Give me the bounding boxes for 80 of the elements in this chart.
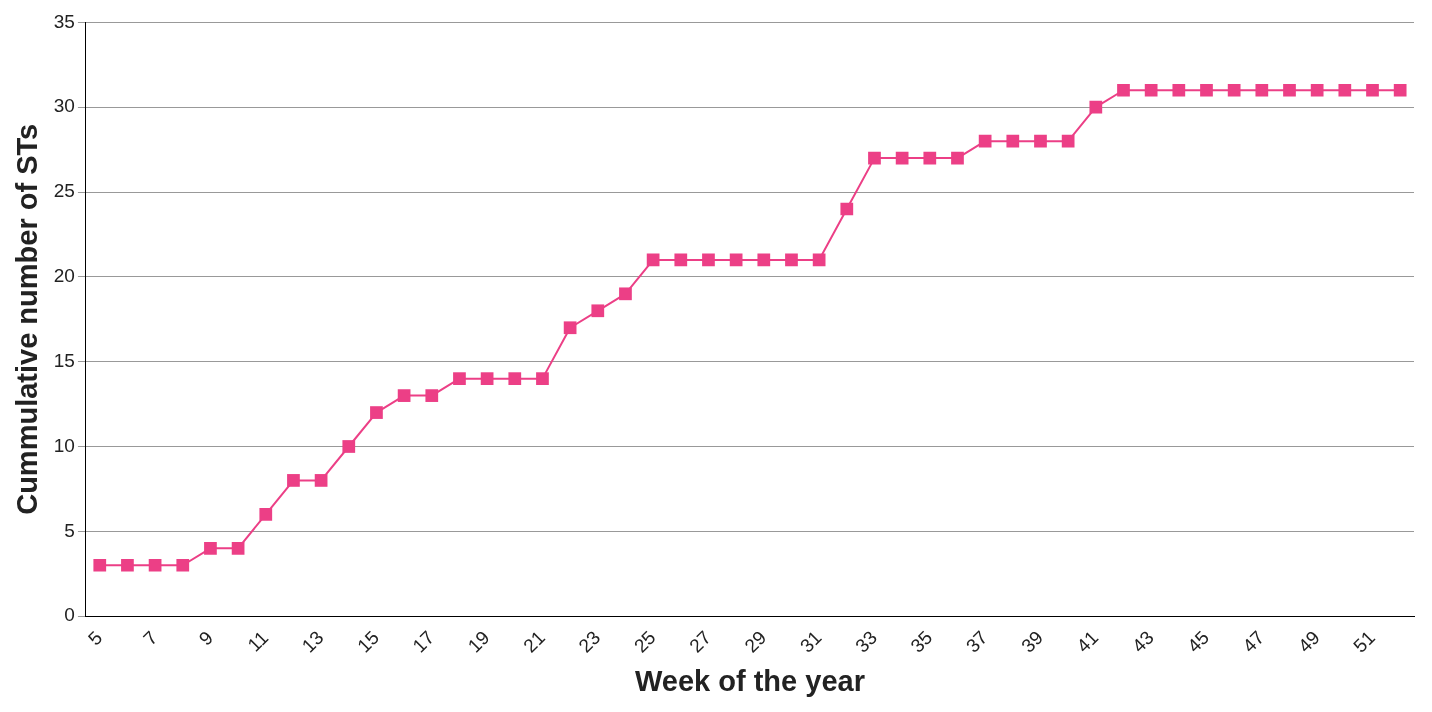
point [121,558,134,572]
point [674,253,688,267]
point [1255,83,1269,97]
x-tick-label: 27 [685,626,715,657]
point [397,389,411,402]
point [785,253,798,267]
point [287,474,300,487]
y-tick-label: 10 [53,434,75,456]
point [812,253,826,267]
y-tick-label: 30 [53,95,75,117]
point [1310,83,1324,97]
point [93,558,107,572]
x-tick-label: 49 [1293,626,1324,657]
x-tick-label: 5 [83,626,107,650]
x-tick-label: 39 [1017,626,1048,657]
point [1283,83,1296,97]
x-axis-title: Week of the year [634,664,865,697]
point [1034,134,1047,148]
x-tick-label: 29 [740,626,771,657]
x-tick-label: 47 [1238,626,1269,657]
point [1172,83,1186,97]
point [1200,83,1213,97]
point [314,474,328,487]
x-tick-label: 25 [629,626,660,657]
point [619,287,632,301]
point [536,372,549,385]
x-tick-label: 51 [1349,626,1380,657]
point [1393,83,1407,97]
y-tick-label: 20 [53,265,75,287]
point [508,372,522,385]
point [923,151,937,165]
point [370,406,383,419]
x-tick-label: 41 [1072,626,1103,657]
y-tick-label: 0 [64,604,75,626]
y-axis-title: Cummulative number of STs [11,123,44,515]
point [1006,134,1020,148]
point [840,202,854,216]
point [868,151,881,165]
y-tick-label: 5 [64,519,75,541]
x-tick-label: 9 [194,626,217,650]
x-tick-label: 31 [795,626,826,657]
point [425,389,439,402]
point [1117,83,1130,97]
point [895,151,909,165]
point [563,321,577,335]
point [342,440,356,453]
x-tick-label: 7 [139,626,162,650]
point [702,253,715,267]
point [453,372,466,385]
x-tick-label: 15 [353,626,383,657]
x-tick-label: 33 [851,626,881,657]
point [204,541,217,555]
x-tick-label: 23 [574,626,605,657]
point [1061,134,1075,148]
point [148,558,162,572]
point [1144,83,1158,97]
x-tick-label: 45 [1183,626,1214,657]
point [1089,100,1103,114]
point [176,558,190,572]
x-tick-label: 11 [243,626,273,656]
point [757,253,771,267]
x-tick-label: 35 [906,626,937,657]
point [1366,83,1379,97]
x-tick-label: 21 [519,626,549,657]
y-tick-label: 25 [53,180,75,202]
x-tick-label: 37 [961,626,992,657]
y-tick-label: 35 [53,10,75,32]
point [951,151,964,165]
point [231,541,245,555]
point [1338,83,1352,97]
x-tick-label: 13 [297,626,328,657]
point [259,507,273,521]
y-tick-label: 15 [53,349,75,371]
x-tick-label: 17 [408,626,439,657]
point [591,304,605,318]
x-tick-label: 19 [463,626,494,657]
point [480,372,494,385]
point [1227,83,1241,97]
point [978,134,992,148]
x-tick-label: 43 [1127,626,1158,657]
